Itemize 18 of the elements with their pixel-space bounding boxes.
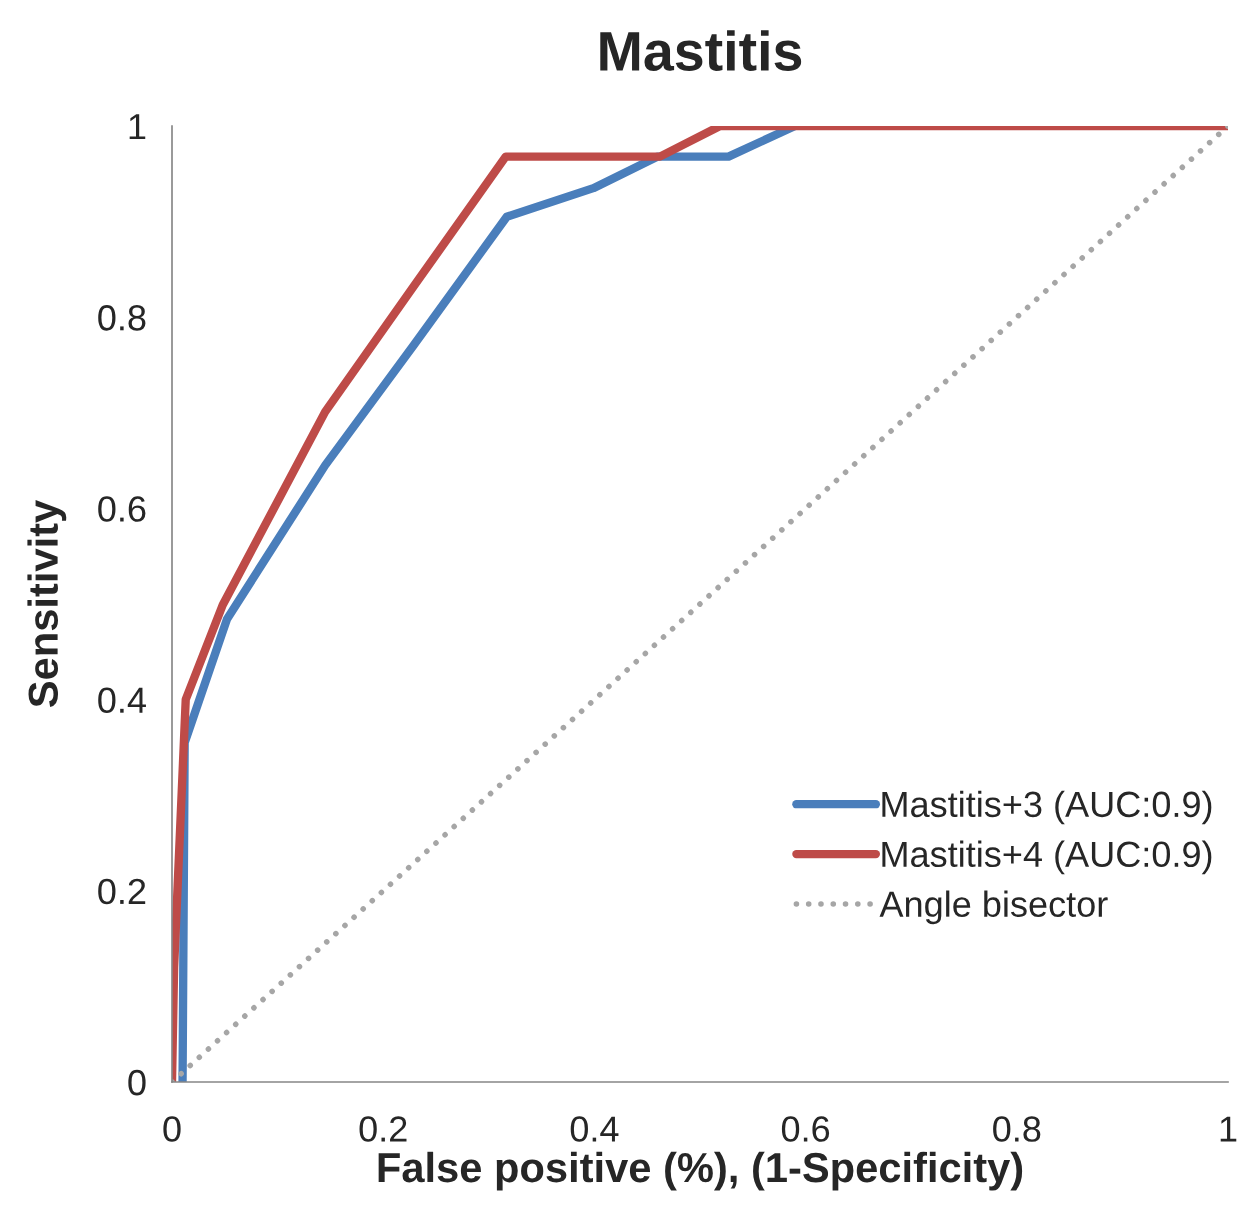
x-tick-label: 1 <box>1220 1116 1237 1142</box>
y-tick-label: 0 <box>128 1069 146 1096</box>
chart-title: Mastitis <box>600 30 802 71</box>
y-tick-label: 1 <box>129 114 146 140</box>
legend-label: Mastitis+3 (AUC:0.9) <box>882 790 1212 825</box>
y-tick-label: 0.8 <box>98 305 146 331</box>
x-tick-label: 0.2 <box>359 1116 407 1142</box>
x-tick-label: 0.8 <box>993 1116 1041 1142</box>
x-axis-title: False positive (%), (1-Specificity) <box>378 1151 1023 1191</box>
y-tick-label: 0.6 <box>98 496 146 522</box>
x-tick-label: 0.4 <box>570 1116 619 1142</box>
x-tick-label: 0 <box>163 1116 181 1142</box>
legend-label: Mastitis+4 (AUC:0.9) <box>882 840 1212 875</box>
x-tick-label: 0.6 <box>781 1116 830 1142</box>
y-axis-title: Sensitivity <box>27 500 67 707</box>
legend-label: Angle bisector <box>879 890 1108 925</box>
y-tick-label: 0.2 <box>98 878 146 905</box>
y-tick-label: 0.4 <box>98 687 146 714</box>
